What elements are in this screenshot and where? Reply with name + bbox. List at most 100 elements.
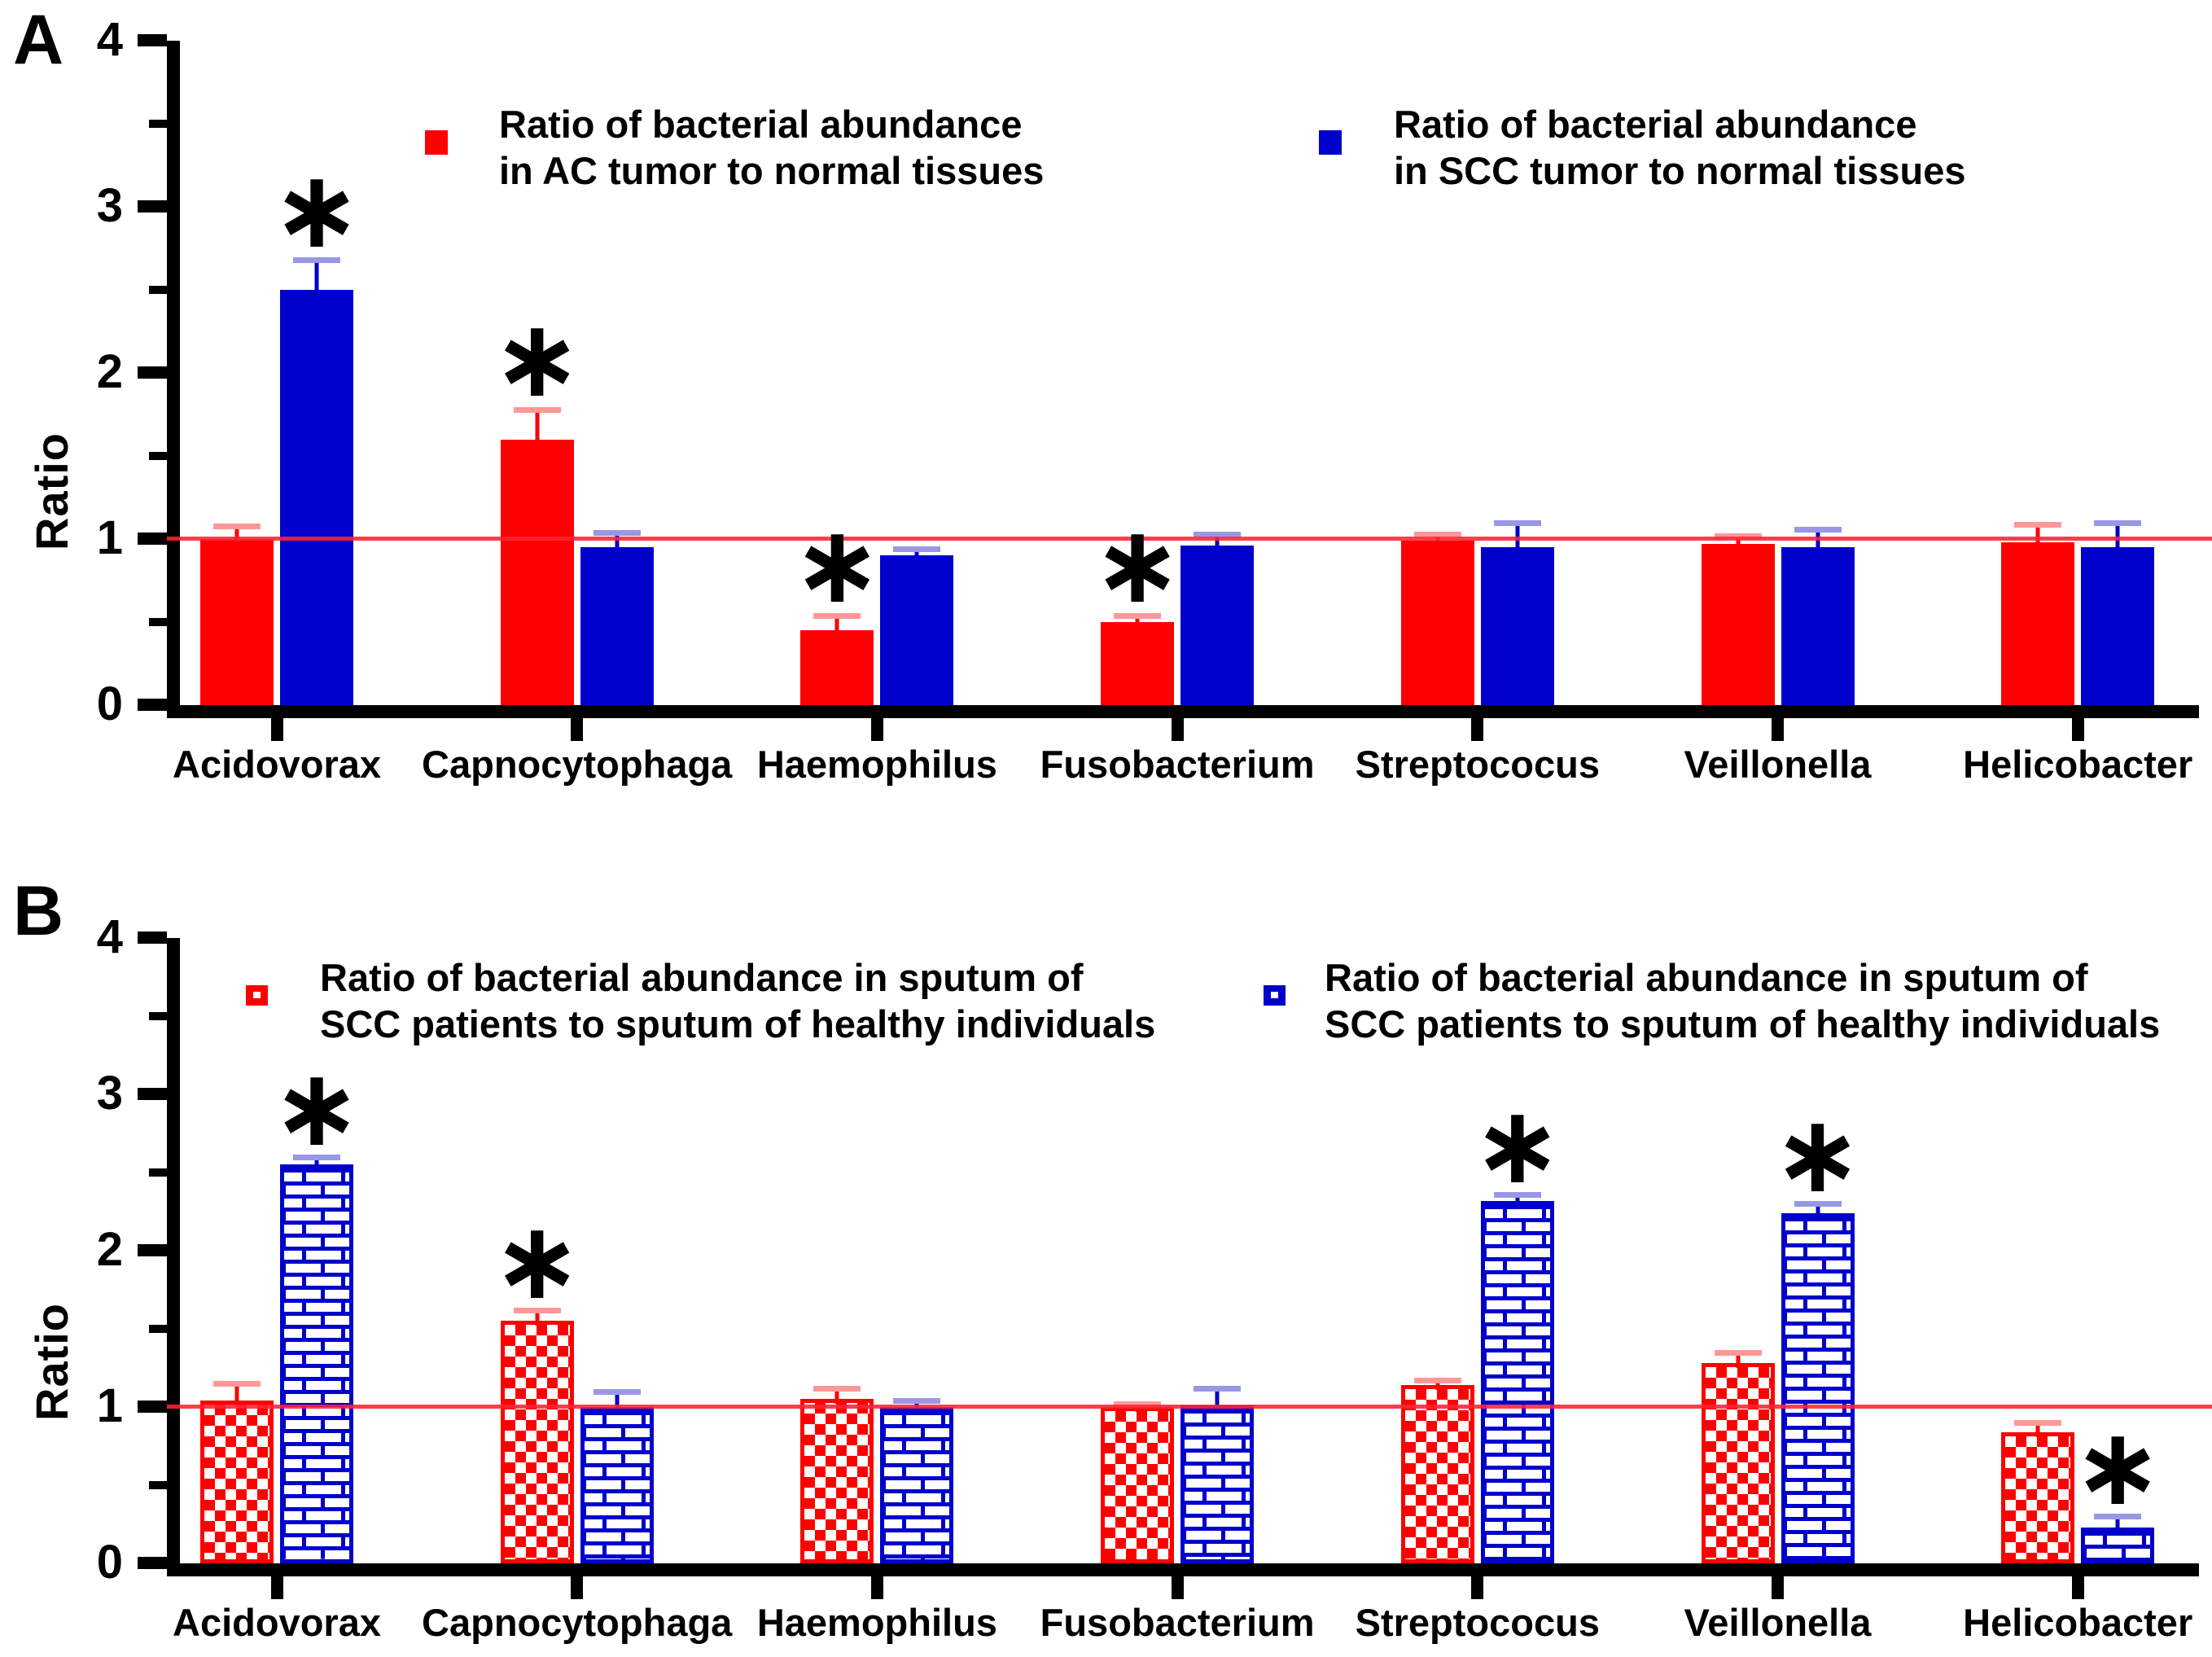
bar-wrapper: ∗ [1772,938,1863,1563]
bar-wrapper [200,938,274,1563]
legend-text-line: SCC patients to sputum of healthy indivi… [1325,1002,2161,1045]
panel-a-label: A [13,1,64,79]
brick-pattern-fill [284,1168,349,1559]
bar [2001,1431,2075,1563]
legend-text-line: SCC patients to sputum of healthy indivi… [320,1002,1156,1045]
error-bar-cap [1114,612,1162,619]
bar-wrapper [580,938,654,1563]
error-bar-cap [893,1398,941,1405]
y-axis-minor-tick [149,618,167,626]
legend-text-line: in SCC tumor to normal tissues [1394,149,1966,192]
bar-wrapper [580,41,654,705]
error-bar-cap [1194,531,1242,537]
x-axis-group-tick [571,718,584,741]
error-bar-cap [1114,1401,1162,1408]
bar [2081,547,2155,705]
significance-star: ∗ [492,299,582,419]
significance-star: ∗ [792,505,883,625]
bar [1400,1385,1474,1563]
bar-wrapper [1400,938,1474,1563]
error-bar-line [535,1309,540,1326]
bar [1101,622,1175,705]
y-axis-tick [138,1557,167,1569]
bar-group [1680,41,1876,705]
error-bar-cap [813,612,861,619]
x-axis-group-tick [2071,718,2084,741]
bar [280,1164,353,1563]
significance-star: ∗ [271,1047,362,1168]
brick-pattern-fill [584,1411,650,1559]
x-axis-group-tick [270,718,283,741]
legend-text-line: Ratio of bacterial abundance [499,103,1023,146]
x-axis-group-tick [2071,1576,2084,1599]
category-slot: Capnocytophaga [366,1576,789,1643]
x-axis-group-tick [1171,1576,1184,1599]
bar-group: ∗ [1080,41,1275,705]
error-bar-line [314,1156,319,1170]
category-slot: Haemophilus [665,718,1088,785]
bar-wrapper: ∗ [1472,938,1562,1563]
x-axis-group-tick [1171,718,1184,741]
category-slot: Veillonella [1566,1576,1990,1643]
legend-text-line: Ratio of bacterial abundance in sputum o… [320,956,1084,999]
x-axis-group-tick [1471,1576,1484,1599]
bar [1400,541,1474,705]
error-bar-line [1215,533,1220,551]
error-bar-line [1135,615,1140,627]
y-axis-minor-tick [149,452,167,460]
bar [800,630,874,705]
legend-text-line: Ratio of bacterial abundance [1394,103,1917,146]
bar [1781,1212,1855,1563]
brick-pattern-fill [1484,1204,1550,1559]
y-axis-tick-label: 0 [96,677,123,730]
panel-b-plot-area: Ratio ∗ ∗ ∗ ∗ ∗ Ratio of bacterial abundance… [26,914,2212,1586]
category-label: Capnocytophaga [422,743,733,786]
y-axis-minor-tick [149,120,167,128]
bar-group: ∗ [1680,938,1876,1563]
bar-wrapper: ∗ [492,41,582,705]
error-bar-cap [213,1381,261,1387]
error-bar-line [1816,1203,1820,1218]
bar [1781,547,1855,705]
category-slot: Streptococus [1266,1576,1689,1643]
error-bar-line [2035,1422,2040,1437]
panel-a-bars: ∗ ∗ ∗ ∗ [180,41,2199,705]
bar-group: ∗ [179,938,375,1563]
bar-group: ∗ [1980,938,2175,1563]
panel-b-category-axis: Acidovorax Capnocytophaga Haemophilus Fusob… [173,1576,2199,1655]
red-solid-legend-swatch [425,130,448,155]
significance-star: ∗ [1472,1085,1563,1205]
y-axis-tick-label: 2 [96,345,123,398]
y-axis-minor-tick [149,286,167,294]
bar-group: ∗ [779,41,975,705]
category-slot: Veillonella [1566,718,1990,785]
y-axis-minor-tick [149,1168,167,1177]
error-bar-line [834,1387,839,1405]
significance-star: ∗ [2072,1407,2163,1528]
error-bar-cap [2094,1514,2142,1520]
x-axis-group-tick [870,1576,883,1599]
y-axis-tick [138,1244,167,1256]
error-bar-line [615,1391,620,1412]
bar-wrapper [200,41,274,705]
category-label: Haemophilus [756,743,997,786]
pattern-chip [253,992,261,998]
bar-wrapper: ∗ [792,41,883,705]
error-bar-line [615,532,620,553]
bar-group [779,938,975,1563]
y-axis-tick-label: 4 [96,13,123,66]
error-bar-line [1215,1387,1220,1411]
category-slot: Helicobacter [1866,718,2212,785]
error-bar-cap [1714,1349,1762,1356]
category-label: Helicobacter [1963,743,2193,786]
bar [1701,1363,1775,1563]
category-slot: Capnocytophaga [366,718,789,785]
bar-group [1080,938,1275,1563]
error-bar-cap [1413,531,1461,537]
error-bar-cap [1413,1378,1461,1384]
error-bar-line [314,260,319,295]
bar-wrapper [1701,938,1775,1563]
error-bar-cap [813,1385,861,1392]
error-bar-cap [2094,519,2142,526]
